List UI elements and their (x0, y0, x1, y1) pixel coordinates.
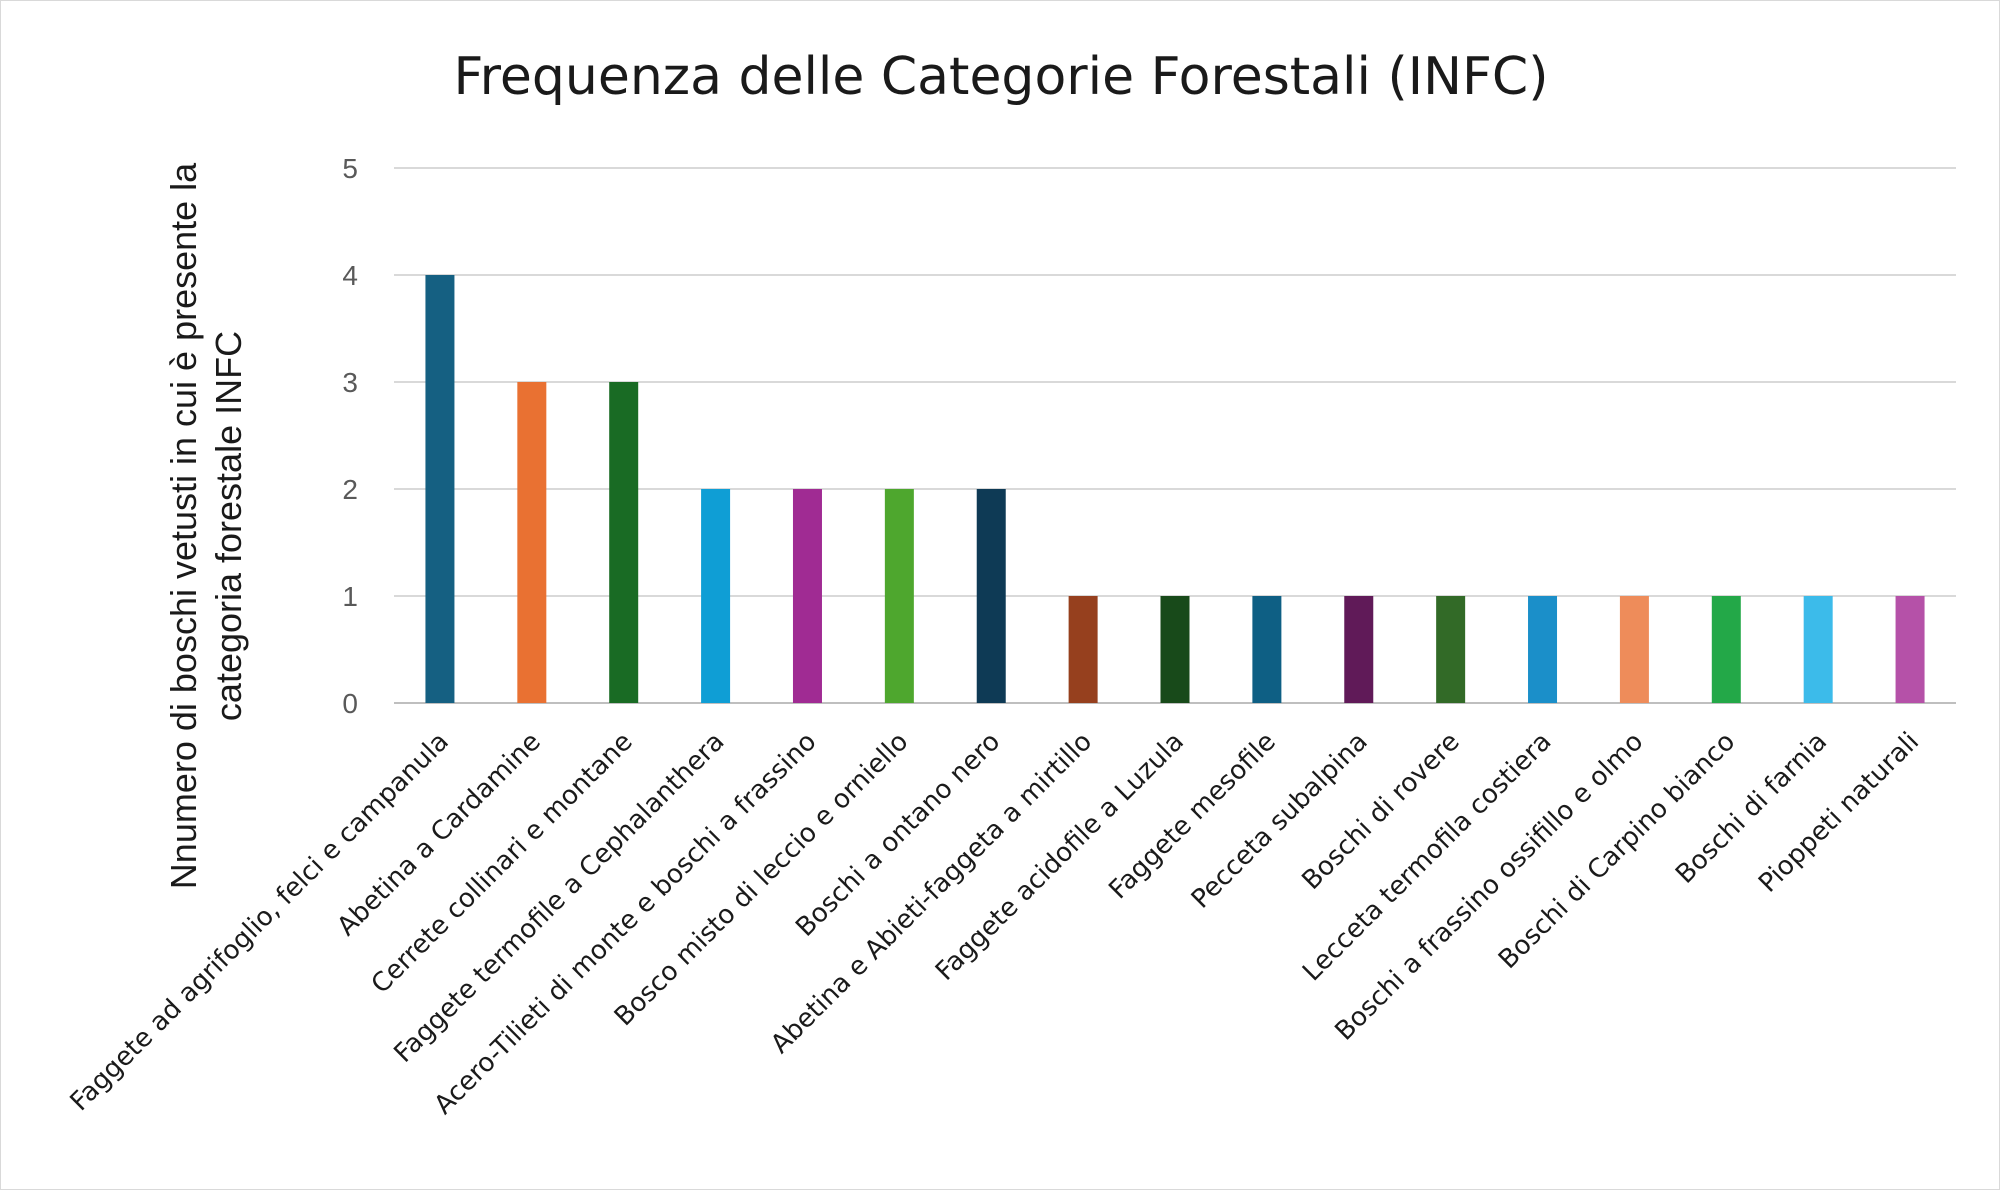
bar-8 (1068, 596, 1098, 703)
bar-16 (1803, 596, 1833, 703)
bar-4 (701, 489, 731, 703)
y-tick-5: 5 (342, 153, 358, 184)
y-tick-1: 1 (342, 581, 358, 612)
bar-15 (1711, 596, 1741, 703)
bar-17 (1895, 596, 1925, 703)
x-tick-label-4: Faggete termofile a Cephalanthera (389, 727, 731, 1069)
y-tick-3: 3 (342, 367, 358, 398)
bar-9 (1160, 596, 1190, 703)
x-tick-label-17: Pioppeti naturali (1753, 727, 1925, 899)
bar-1 (425, 275, 455, 703)
bar-5 (792, 489, 822, 703)
y-axis-label-line-1: Nnumero di boschi vetusti in cui è prese… (163, 162, 204, 889)
y-axis-label-line-2: categoria forestale INFC (208, 331, 249, 721)
x-tick-labels: Faggete ad agrifoglio, felci e campanula… (65, 727, 1925, 1121)
chart-title: Frequenza delle Categorie Forestali (INF… (454, 47, 1549, 107)
x-tick-label-8: Abetina e Abieti-faggeta a mirtillo (765, 727, 1098, 1060)
bar-10 (1252, 596, 1282, 703)
y-tick-labels: 0 1 2 3 4 5 (342, 153, 358, 719)
bar-7 (976, 489, 1006, 703)
x-tick-label-1: Faggete ad agrifoglio, felci e campanula (65, 727, 455, 1117)
y-tick-0: 0 (342, 688, 358, 719)
x-tick-label-10: Faggete mesofile (1103, 727, 1281, 905)
y-tick-4: 4 (342, 260, 358, 291)
bar-11 (1344, 596, 1374, 703)
bar-6 (884, 489, 914, 703)
bar-12 (1436, 596, 1466, 703)
bar-2 (517, 382, 547, 703)
bars (425, 275, 1925, 703)
y-axis-label: Nnumero di boschi vetusti in cui è prese… (163, 162, 249, 889)
bar-3 (609, 382, 639, 703)
y-tick-2: 2 (342, 474, 358, 505)
bar-13 (1528, 596, 1558, 703)
x-tick-label-11: Pecceta subalpina (1186, 727, 1374, 915)
x-tick-label-12: Boschi di rovere (1297, 727, 1466, 896)
bar-14 (1619, 596, 1649, 703)
gridlines (394, 167, 1956, 704)
